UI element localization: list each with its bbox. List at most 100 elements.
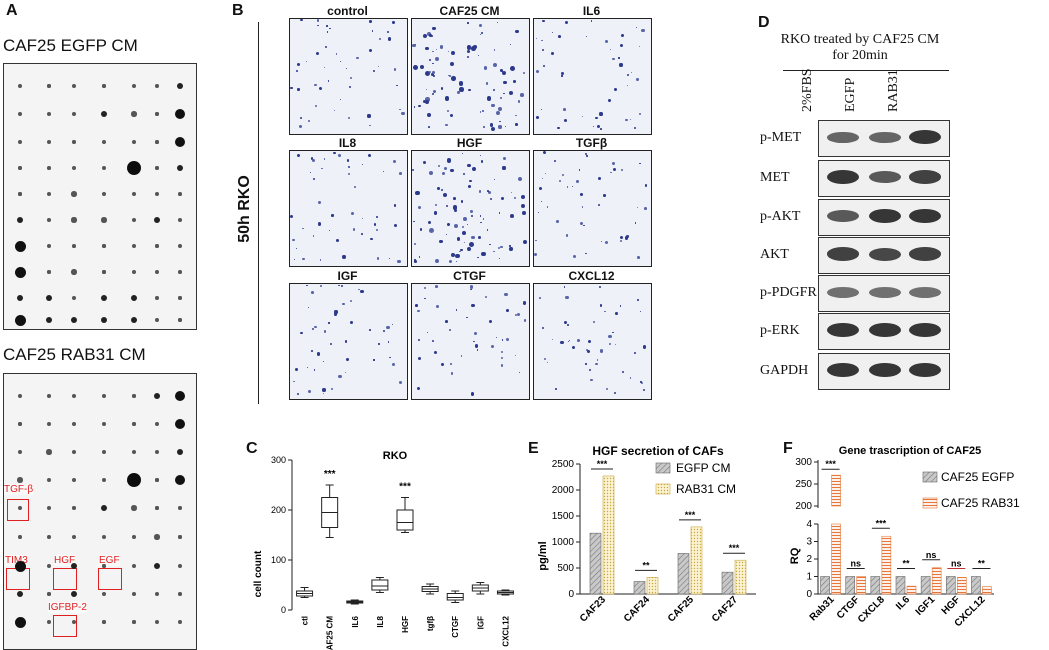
cell-speck [515,123,518,126]
cell-speck [468,185,472,188]
cell-speck [575,179,579,183]
cell-speck [636,298,639,301]
cell-speck [470,392,475,396]
cell-speck [637,256,640,259]
cell-speck [556,219,559,223]
protein-band [909,247,941,261]
micrograph-image [411,18,530,135]
blot-strip [818,120,950,157]
legend-swatch-rab31 [922,497,938,509]
cell-speck [500,97,503,100]
cell-speck [296,154,300,158]
array-spot [154,317,160,323]
bar-caf25-rab31 [931,567,942,595]
bar-egfp [677,553,690,595]
cell-speck [567,324,570,326]
cell-speck [418,357,422,361]
significance-mark: ns [951,559,962,569]
cell-speck [619,63,623,67]
cell-speck [501,197,505,201]
cell-speck [448,74,450,77]
cell-speck [501,70,507,76]
array-spot [47,535,51,539]
cell-speck [435,56,440,61]
cell-speck [428,125,431,128]
cell-speck [452,196,456,200]
cell-speck [560,340,564,345]
lane-label-fbs: 2%FBS [800,68,815,112]
hgf-label: HGF [54,555,76,566]
cell-speck [629,377,632,380]
cell-speck [432,75,435,77]
cell-speck [523,301,527,305]
tgf-beta-highlight-box [7,499,29,521]
protein-band [909,323,941,337]
cell-speck [334,310,338,314]
cell-speck [418,105,421,108]
cell-speck [297,62,301,66]
cell-speck [378,37,381,40]
cell-speck [600,304,603,307]
array-spot [71,217,77,223]
cell-speck [482,110,484,112]
blot-title-line2: for 20min [832,48,888,63]
cell-speck [463,216,467,221]
cell-speck [371,30,374,32]
cell-speck [626,235,629,238]
x-category-label: IGF [476,616,485,629]
cell-speck [536,116,540,120]
cell-speck [584,152,587,156]
cell-speck [373,222,377,226]
lane-label-egfp: EGFP [843,77,858,112]
cell-speck [480,34,482,36]
cell-speck [432,51,434,53]
cell-speck [323,392,325,394]
array-spot [71,317,77,323]
array-spot [46,505,52,511]
cell-speck [500,350,503,353]
cell-speck [478,190,481,193]
igfbp2-highlight-box [53,615,77,637]
cell-speck [323,361,325,363]
y-tick-label: 300 [271,455,286,465]
array-spot [71,591,77,597]
y-tick-label: 1000 [552,537,575,548]
cell-speck [451,76,456,82]
cell-speck [350,300,352,303]
protein-band [909,287,941,298]
cell-speck [595,116,598,120]
array-spot [71,421,77,427]
cell-speck [337,153,341,157]
cell-speck [468,88,471,92]
cell-speck [520,194,526,200]
cell-speck [315,52,319,56]
cell-speck [471,166,477,172]
array-spot [72,244,76,248]
array-spot [131,191,137,197]
cell-speck [509,245,511,247]
array-spot [101,217,107,223]
y-tick-label: 0 [568,589,574,600]
cell-speck [599,112,603,116]
protein-band [869,209,901,223]
bar-chart-hgf: HGF secretion of CAFs pg/ml 0 500 1000 1500… [537,444,756,625]
array-spot [132,394,136,398]
cell-speck [514,354,516,356]
chart-c-ylabel: cell count [253,550,264,597]
cell-speck [565,296,569,300]
cell-speck [500,69,503,72]
y-tick-label: 0 [281,605,286,615]
cell-speck [610,171,613,174]
cell-speck [331,214,334,217]
cell-speck [462,231,466,236]
protein-band [869,363,901,377]
protein-band [869,323,901,337]
array-spot [178,592,182,596]
cell-speck [434,258,439,263]
array-spot [102,394,106,398]
cell-speck [419,227,423,231]
array-spot [102,244,106,248]
array-spot [132,535,136,539]
cell-speck [565,234,569,237]
cell-speck [581,206,584,208]
